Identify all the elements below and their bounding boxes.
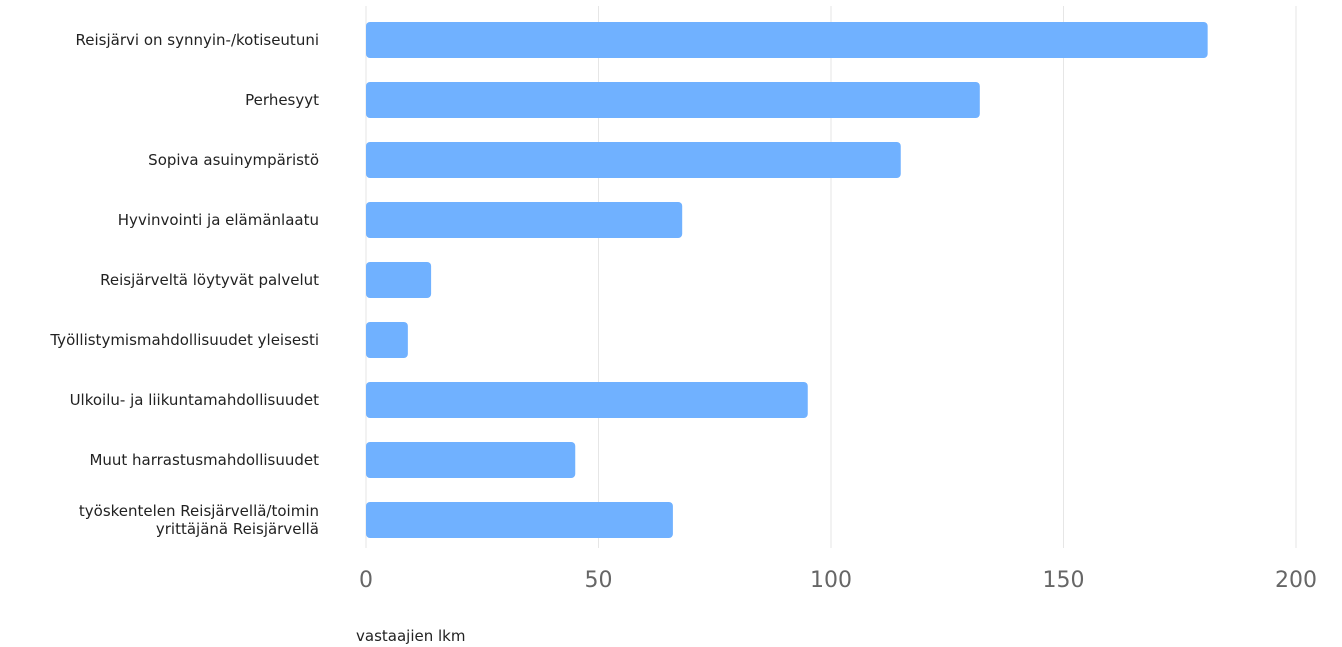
bar	[366, 502, 673, 538]
category-label-line: Hyvinvointi ja elämänlaatu	[118, 211, 319, 229]
bar	[366, 82, 980, 118]
category-label: Perhesyyt	[245, 91, 319, 109]
x-axis-tick-labels: 0 50 100 150 200	[359, 568, 1317, 593]
category-label: Reisjärvi on synnyin-/kotiseutuni	[76, 31, 319, 49]
bar	[366, 142, 901, 178]
category-label: Ulkoilu- ja liikuntamahdollisuudet	[70, 391, 320, 409]
category-label-line: Reisjärvi on synnyin-/kotiseutuni	[76, 31, 319, 49]
x-tick-label: 200	[1275, 568, 1317, 593]
bar	[366, 442, 576, 478]
category-label-line: Reisjärveltä löytyvät palvelut	[100, 271, 319, 289]
category-label-line: Työllistymismahdollisuudet yleisesti	[49, 331, 319, 349]
bar	[366, 322, 408, 358]
category-label-line: Ulkoilu- ja liikuntamahdollisuudet	[70, 391, 320, 409]
category-label-line: Sopiva asuinympäristö	[148, 151, 319, 169]
category-label: työskentelen Reisjärvellä/toimin yrittäjä…	[79, 502, 319, 538]
category-labels: Reisjärvi on synnyin-/kotiseutuni Perhesy…	[49, 31, 319, 538]
bar	[366, 202, 683, 238]
category-label: Työllistymismahdollisuudet yleisesti	[49, 331, 319, 349]
category-label: Muut harrastusmahdollisuudet	[89, 451, 319, 469]
bar	[366, 262, 432, 298]
category-label-line: työskentelen Reisjärvellä/toimin	[79, 502, 319, 520]
category-label: Reisjärveltä löytyvät palvelut	[100, 271, 319, 289]
x-axis-title: vastaajien lkm	[356, 627, 465, 645]
x-tick-label: 0	[359, 568, 373, 593]
category-label-line: Muut harrastusmahdollisuudet	[89, 451, 319, 469]
x-tick-label: 50	[585, 568, 613, 593]
bar	[366, 382, 808, 418]
category-label: Sopiva asuinympäristö	[148, 151, 319, 169]
bar	[366, 22, 1208, 58]
x-tick-label: 100	[810, 568, 852, 593]
bars	[366, 22, 1208, 538]
category-label-line: Perhesyyt	[245, 91, 319, 109]
category-label-line: yrittäjänä Reisjärvellä	[156, 520, 319, 538]
x-tick-label: 150	[1043, 568, 1085, 593]
category-label: Hyvinvointi ja elämänlaatu	[118, 211, 319, 229]
